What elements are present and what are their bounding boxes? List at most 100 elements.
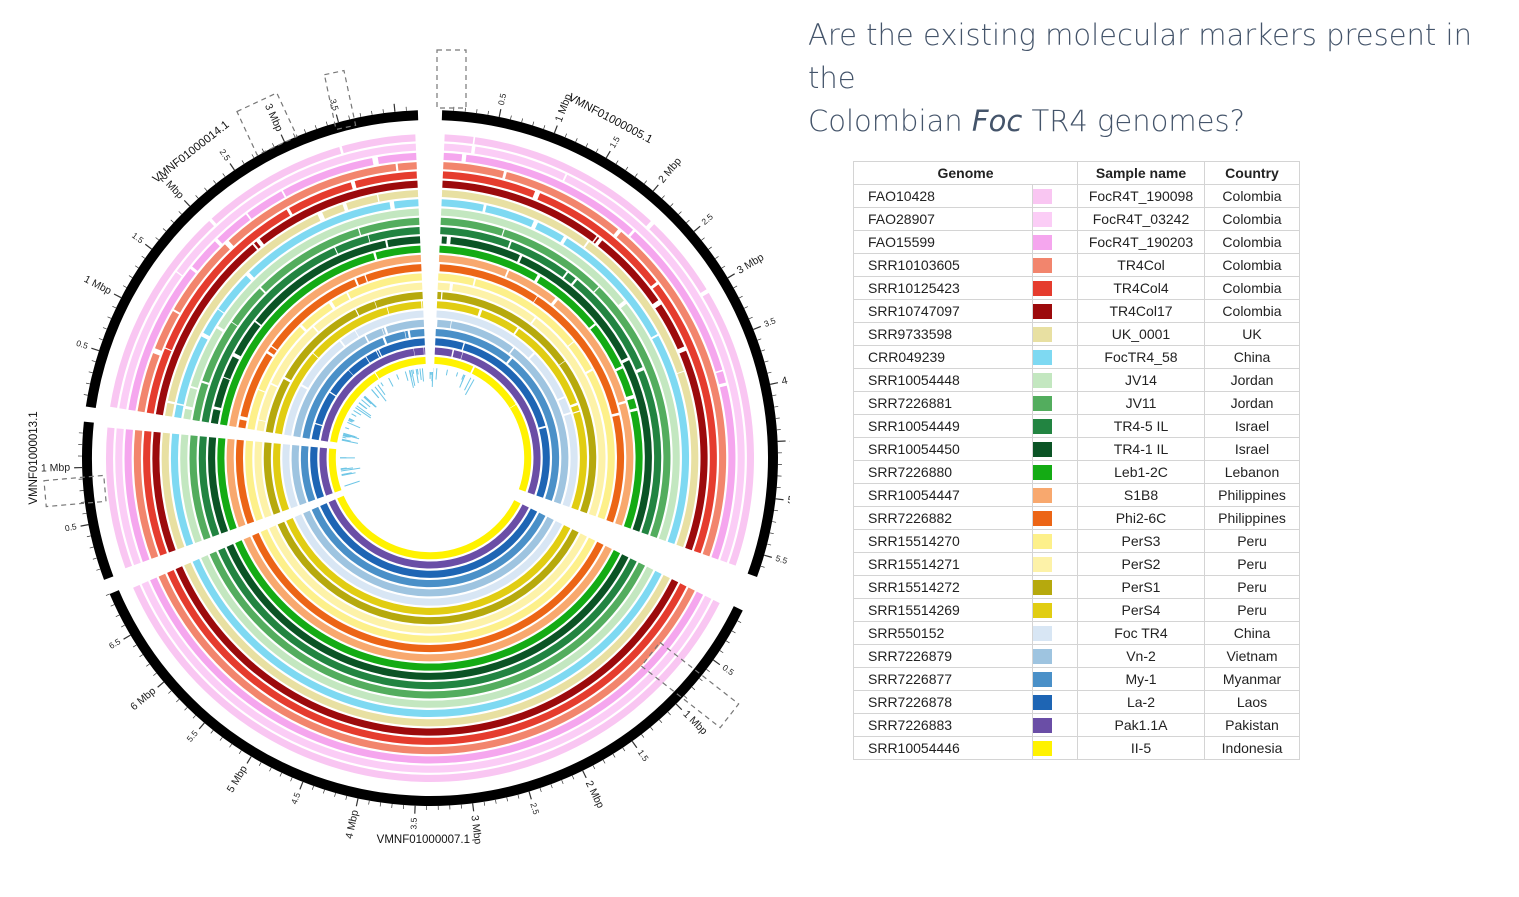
minor-tick: [192, 715, 196, 719]
major-tick: [631, 740, 638, 749]
tick-label: 3 Mbp: [735, 251, 766, 276]
inner-feature-mark: [341, 439, 359, 444]
genome-id: FAO10428: [853, 184, 1033, 208]
sample-name: TR4Col17: [1077, 299, 1205, 323]
tick-label: 5.5: [185, 728, 200, 744]
absent-region: [460, 351, 464, 360]
absent-region: [389, 200, 395, 210]
inner-feature-mark: [347, 421, 361, 429]
color-swatch-cell: [1032, 644, 1078, 668]
minor-tick: [168, 690, 172, 694]
tick-label: 0.5: [64, 521, 78, 533]
absent-region: [560, 235, 568, 245]
minor-tick: [719, 650, 724, 654]
tick-label: 5 Mbp: [225, 763, 250, 794]
minor-tick: [495, 799, 497, 804]
genome-ring-segment: [282, 444, 298, 509]
inner-feature-mark: [363, 396, 372, 405]
sample-name: TR4Col: [1077, 253, 1205, 277]
absent-region: [314, 422, 323, 427]
genome-ring-segment: [119, 143, 417, 410]
absent-region: [617, 300, 627, 309]
absent-region: [258, 419, 267, 422]
contig-backbone-arc: [85, 110, 419, 409]
major-tick: [335, 114, 340, 123]
minor-tick: [334, 792, 336, 797]
country: Colombia: [1204, 253, 1300, 277]
table-row: SRR7226880 Leb1-2C Lebanon: [853, 460, 1300, 484]
absent-region: [164, 347, 173, 352]
tick-label: 2.5: [528, 801, 541, 815]
major-tick: [80, 524, 89, 527]
minor-tick: [279, 772, 282, 777]
minor-tick: [139, 654, 144, 658]
genome-ring-segment: [311, 338, 425, 441]
absent-region: [423, 347, 425, 356]
absent-region: [407, 329, 411, 339]
color-swatch: [1033, 258, 1052, 274]
color-swatch: [1033, 373, 1052, 389]
absent-region: [440, 291, 443, 300]
inner-feature-mark: [455, 372, 459, 377]
color-swatch-cell: [1032, 621, 1078, 645]
absent-region: [585, 368, 594, 375]
minor-tick: [760, 565, 765, 568]
minor-tick: [83, 394, 88, 396]
absent-region: [201, 380, 210, 386]
genome-id: SRR10054449: [853, 414, 1033, 438]
genome-ring-segment: [174, 199, 419, 419]
genome-ring-segment: [137, 162, 417, 413]
table-row: SRR7226879 Vn-2 Vietnam: [853, 644, 1300, 668]
absent-region: [650, 333, 659, 340]
absent-region: [329, 441, 338, 445]
table-row: SRR10054448 JV14 Jordan: [853, 368, 1300, 392]
genome-ring-segment: [155, 180, 418, 416]
color-swatch: [1033, 465, 1052, 481]
absent-region: [550, 297, 559, 306]
sample-name: TR4Col4: [1077, 276, 1205, 300]
minor-tick: [128, 275, 133, 278]
color-swatch-cell: [1032, 253, 1078, 277]
minor-tick: [641, 734, 645, 738]
genome-ring-segment: [161, 432, 185, 550]
absent-region: [451, 349, 455, 358]
inner-feature-mark: [342, 434, 351, 438]
absent-region: [329, 391, 337, 397]
absent-region: [652, 299, 662, 309]
absent-region: [300, 384, 309, 390]
minor-tick: [761, 349, 766, 352]
color-swatch-cell: [1032, 575, 1078, 599]
minor-tick: [725, 640, 730, 644]
absent-region: [509, 403, 517, 409]
absent-region: [350, 180, 357, 190]
absent-region: [570, 277, 578, 286]
major-tick: [693, 225, 701, 232]
absent-region: [245, 212, 252, 221]
genome-id: SRR7226880: [853, 460, 1033, 484]
sample-name: FocR4T_190203: [1077, 230, 1205, 254]
inner-feature-mark: [435, 368, 438, 380]
country: Myanmar: [1204, 667, 1300, 691]
absent-region: [676, 370, 685, 375]
genome-ring-segment: [310, 446, 324, 499]
minor-tick: [178, 211, 182, 215]
color-swatch: [1033, 580, 1052, 596]
country: Colombia: [1204, 184, 1300, 208]
major-tick: [553, 125, 558, 134]
absent-region: [347, 369, 354, 376]
table-row: SRR550152 Foc TR4 China: [853, 621, 1300, 645]
absent-region: [614, 365, 624, 372]
color-swatch: [1033, 189, 1052, 205]
major-tick: [91, 347, 100, 352]
tick-label: 0.5: [721, 662, 737, 677]
absent-region: [189, 385, 199, 390]
inner-feature-mark: [356, 405, 372, 417]
minor-tick: [748, 316, 753, 320]
sample-name: PerS2: [1077, 552, 1205, 576]
color-swatch: [1033, 741, 1052, 757]
major-tick: [763, 554, 773, 558]
tick-label: 2.5: [218, 147, 233, 163]
minor-tick: [506, 797, 508, 802]
absent-region: [718, 382, 728, 388]
marker-box: [43, 474, 107, 508]
